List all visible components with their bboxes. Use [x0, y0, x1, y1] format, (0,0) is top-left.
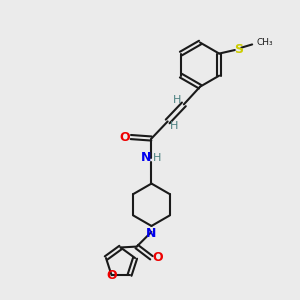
Text: O: O — [152, 251, 163, 264]
Text: CH₃: CH₃ — [256, 38, 273, 47]
Text: O: O — [120, 130, 130, 143]
Text: H: H — [170, 121, 178, 131]
Text: O: O — [106, 269, 117, 282]
Text: H: H — [173, 95, 182, 105]
Text: H: H — [153, 153, 161, 163]
Text: S: S — [234, 43, 243, 56]
Text: N: N — [146, 226, 157, 240]
Text: N: N — [141, 151, 152, 164]
